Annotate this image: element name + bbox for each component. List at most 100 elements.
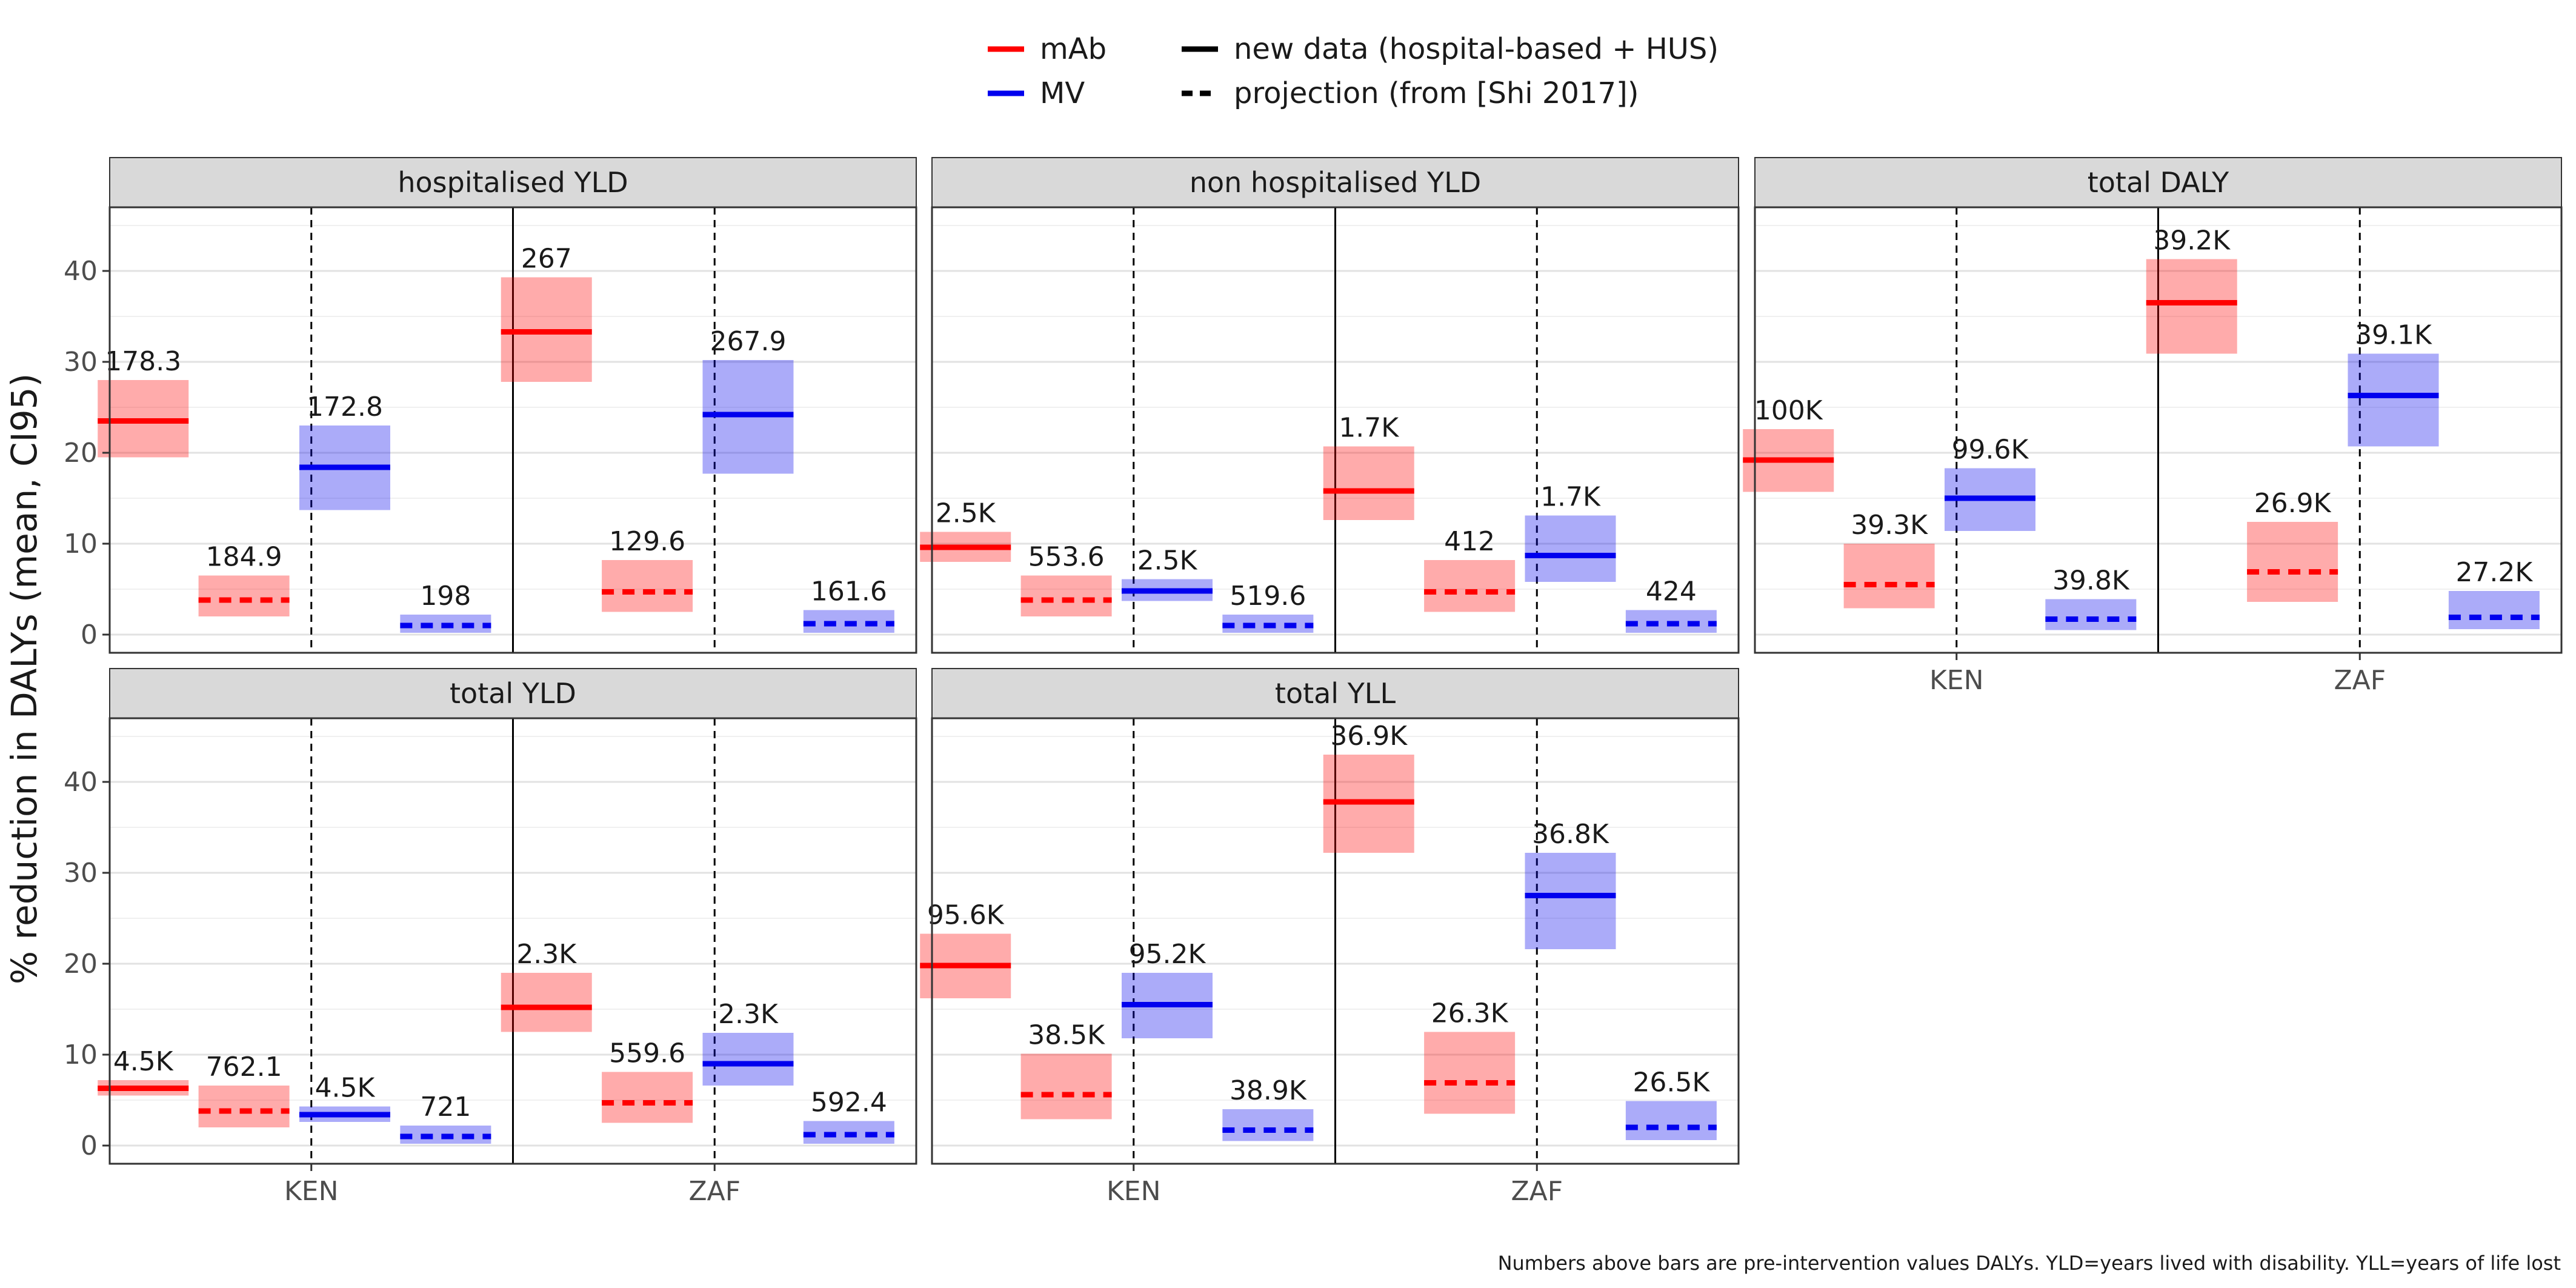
value-label: 2.5K xyxy=(936,498,996,529)
value-label: 412 xyxy=(1444,526,1495,557)
panel-title: total YLL xyxy=(1275,677,1396,710)
legend-label-mv: MV xyxy=(1040,76,1085,110)
panel: non hospitalised YLD 2.5K 553.6 2.5K 519.6 1.… xyxy=(920,157,1740,654)
legend-label-projection: projection (from [Shi 2017]) xyxy=(1234,76,1639,110)
value-label: 95.2K xyxy=(1129,939,1206,970)
panel-border xyxy=(1754,206,2563,654)
value-label: 184.9 xyxy=(206,542,282,573)
value-label: 129.6 xyxy=(609,526,685,557)
ci-bar xyxy=(1020,575,1112,616)
y-tick-label: 40 xyxy=(64,767,98,798)
value-label: 36.8K xyxy=(1532,819,1609,850)
value-label: 39.1K xyxy=(2355,320,2432,351)
ci-bar xyxy=(2045,599,2137,630)
value-label: 178.3 xyxy=(105,346,181,377)
value-label: 4.5K xyxy=(113,1046,174,1077)
legend-label-new-data: new data (hospital-based + HUS) xyxy=(1234,32,1719,66)
value-label: 172.8 xyxy=(307,392,383,422)
value-label: 4.5K xyxy=(315,1073,376,1104)
value-label: 39.8K xyxy=(2052,566,2130,596)
value-label: 38.5K xyxy=(1028,1020,1105,1051)
ci-bar xyxy=(1222,1109,1314,1141)
panel-border xyxy=(108,717,917,1165)
value-label: 39.3K xyxy=(1851,510,1928,541)
value-label: 721 xyxy=(420,1092,471,1123)
ci-bar xyxy=(602,1072,693,1123)
value-label: 559.6 xyxy=(609,1038,685,1069)
y-tick-label: 20 xyxy=(64,438,98,469)
value-label: 95.6K xyxy=(927,900,1005,931)
ci-bar xyxy=(198,575,290,616)
ci-bar xyxy=(602,560,693,612)
panel-strip xyxy=(931,157,1739,208)
y-tick-label: 10 xyxy=(64,529,98,559)
value-label: 198 xyxy=(420,581,471,612)
value-label: 36.9K xyxy=(1330,721,1408,752)
value-label: 1.7K xyxy=(1339,413,1399,444)
ci-bar xyxy=(1625,1101,1717,1140)
panel-border xyxy=(931,717,1740,1165)
legend-label-mab: mAb xyxy=(1040,32,1107,66)
ci-bar xyxy=(1843,544,1935,609)
panel: total DALY 100K 39.3K 99.6K 39.8K 39.2K 26.9K 3… xyxy=(1743,157,2563,696)
x-tick-label: ZAF xyxy=(1511,1176,1563,1207)
panel: total YLL 95.6K 38.5K 95.2K 38.9K 36.9K 26.3K 3… xyxy=(920,668,1740,1207)
value-label: 100K xyxy=(1754,395,1823,426)
panel-title: total DALY xyxy=(2088,166,2229,199)
y-tick-label: 10 xyxy=(64,1039,98,1070)
ci-bar xyxy=(198,1086,290,1127)
value-label: 2.3K xyxy=(718,999,779,1030)
panel-strip xyxy=(1754,157,2562,208)
value-label: 39.2K xyxy=(2153,225,2231,256)
ci-bar xyxy=(1020,1053,1112,1119)
value-label: 99.6K xyxy=(1952,435,2029,465)
panel-title: non hospitalised YLD xyxy=(1190,166,1481,199)
x-tick-label: ZAF xyxy=(2334,665,2386,696)
ci-bar xyxy=(2247,522,2338,602)
y-tick-label: 40 xyxy=(64,256,98,287)
y-tick-label: 20 xyxy=(64,949,98,979)
panel: hospitalised YLD 178.3 184.9 172.8 198 267 129… xyxy=(64,157,917,654)
ci-bar xyxy=(2348,353,2439,447)
y-tick-label: 0 xyxy=(81,1130,98,1161)
value-label: 2.5K xyxy=(1137,546,1198,576)
panel-title: hospitalised YLD xyxy=(398,166,628,199)
panel-strip xyxy=(109,668,917,719)
value-label: 553.6 xyxy=(1028,542,1105,573)
value-label: 161.6 xyxy=(811,576,887,607)
panel-title: total YLD xyxy=(450,677,576,710)
value-label: 267 xyxy=(521,244,572,275)
ci-bar xyxy=(1525,515,1616,582)
x-tick-label: KEN xyxy=(284,1176,339,1207)
value-label: 26.3K xyxy=(1431,998,1509,1029)
ci-bar xyxy=(702,1033,794,1086)
value-label: 519.6 xyxy=(1230,581,1306,612)
x-tick-label: KEN xyxy=(1929,665,1984,696)
legend: mAb MV new data (hospital-based + HUS) p… xyxy=(988,32,1719,110)
value-label: 26.5K xyxy=(1632,1067,1710,1098)
value-label: 424 xyxy=(1646,576,1697,607)
value-label: 762.1 xyxy=(206,1052,282,1083)
y-tick-label: 0 xyxy=(81,619,98,650)
ci-bar xyxy=(501,973,592,1032)
y-tick-label: 30 xyxy=(64,347,98,378)
panel-strip xyxy=(109,157,917,208)
value-label: 2.3K xyxy=(516,939,577,970)
x-tick-label: ZAF xyxy=(688,1176,741,1207)
ci-bar xyxy=(1323,446,1414,520)
value-label: 26.9K xyxy=(2254,488,2332,519)
value-label: 27.2K xyxy=(2455,557,2533,588)
value-label: 267.9 xyxy=(710,326,787,357)
y-axis-title: % reduction in DALYs (mean, CI95) xyxy=(4,373,45,984)
ci-bar xyxy=(2448,591,2540,629)
panel-border xyxy=(931,206,1740,654)
value-label: 592.4 xyxy=(811,1087,887,1118)
panels: hospitalised YLD 178.3 184.9 172.8 198 267 129… xyxy=(64,157,2563,1207)
ci-bar xyxy=(2146,259,2237,354)
panel-border xyxy=(108,206,917,654)
ci-bar xyxy=(1424,560,1516,612)
y-tick-label: 30 xyxy=(64,858,98,889)
panel: total YLD 4.5K 762.1 4.5K 721 2.3K 559.6 2.3K 59… xyxy=(64,668,917,1207)
ci-bar xyxy=(1424,1032,1516,1114)
